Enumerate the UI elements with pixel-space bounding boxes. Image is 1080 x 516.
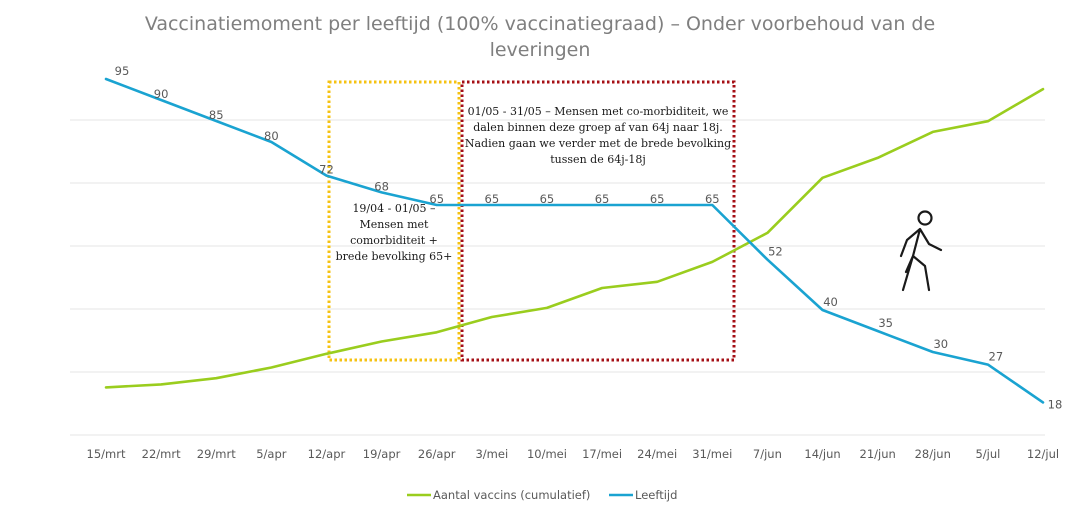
chart-title: Vaccinatiemoment per leeftijd (100% vacc… xyxy=(145,13,935,61)
series-lines xyxy=(104,77,1045,404)
x-tick-label: 29/mrt xyxy=(197,447,236,461)
annotation-text: brede bevolking 65+ xyxy=(336,250,453,263)
data-label: 65 xyxy=(540,192,555,206)
legend: Aantal vaccins (cumulatief) Leeftijd xyxy=(407,488,677,502)
data-label: 90 xyxy=(154,87,169,101)
x-tick-label: 26/apr xyxy=(418,447,456,461)
x-tick-label: 21/jun xyxy=(860,447,896,461)
chart-title-line-1: Vaccinatiemoment per leeftijd (100% vacc… xyxy=(145,13,935,35)
walking-person-icon xyxy=(899,210,943,292)
annotation-text: comorbiditeit + xyxy=(350,234,438,247)
data-label: 65 xyxy=(650,192,665,206)
x-tick-label: 15/mrt xyxy=(87,447,126,461)
data-label: 68 xyxy=(374,179,389,193)
annotation-text: Mensen met xyxy=(360,218,430,231)
data-label: 72 xyxy=(319,163,334,177)
x-tick-label: 12/jul xyxy=(1027,447,1059,461)
x-tick-label: 14/jun xyxy=(804,447,840,461)
data-label: 65 xyxy=(595,192,610,206)
x-tick-label: 19/apr xyxy=(363,447,401,461)
data-label: 27 xyxy=(989,350,1004,364)
data-label: 65 xyxy=(485,192,500,206)
data-label: 85 xyxy=(209,108,224,122)
x-tick-label: 5/jul xyxy=(975,447,1000,461)
data-label: 80 xyxy=(264,129,279,143)
annotation-boxes: 19/04 - 01/05 – Mensen met comorbiditeit +… xyxy=(327,80,736,362)
x-tick-label: 7/jun xyxy=(753,447,782,461)
data-label: 18 xyxy=(1048,397,1063,411)
series-line-vaccins xyxy=(104,87,1045,389)
chart-title-line-2: leveringen xyxy=(490,39,591,61)
annotation-text: Nadien gaan we verder met de brede bevol… xyxy=(465,137,731,150)
data-label: 65 xyxy=(705,192,720,206)
x-tick-label: 28/jun xyxy=(915,447,951,461)
x-tick-label: 22/mrt xyxy=(142,447,181,461)
x-tick-label: 5/apr xyxy=(256,447,287,461)
annotation-text: tussen de 64j-18j xyxy=(550,153,645,166)
data-label: 95 xyxy=(115,64,130,78)
data-label: 30 xyxy=(933,337,948,351)
x-tick-label: 17/mei xyxy=(582,447,622,461)
x-tick-label: 31/mei xyxy=(692,447,732,461)
data-label: 40 xyxy=(823,295,838,309)
x-tick-label: 10/mei xyxy=(527,447,567,461)
x-tick-label: 24/mei xyxy=(637,447,677,461)
x-axis-ticks: 15/mrt 22/mrt 29/mrt 5/apr 12/apr 19/apr 26/ap… xyxy=(87,447,1060,461)
gridlines xyxy=(70,119,1045,436)
x-tick-label: 3/mei xyxy=(475,447,508,461)
legend-label: Aantal vaccins (cumulatief) xyxy=(433,488,590,502)
annotation-box-period-2 xyxy=(460,80,736,362)
data-label: 65 xyxy=(429,192,444,206)
data-labels: 95 90 85 80 72 68 65 65 65 65 65 65 52 40 35 30 27 18 xyxy=(115,64,1063,411)
annotation-text: dalen binnen deze groep af van 64j naar … xyxy=(473,121,723,134)
legend-label: Leeftijd xyxy=(635,488,677,502)
series-line-leeftijd xyxy=(104,77,1045,404)
annotation-box-period-1 xyxy=(327,80,461,362)
data-label: 35 xyxy=(878,316,893,330)
data-label: 52 xyxy=(768,245,783,259)
annotation-text: 01/05 - 31/05 – Mensen met co-morbiditei… xyxy=(468,105,729,118)
annotation-text: 19/04 - 01/05 – xyxy=(352,202,436,215)
x-tick-label: 12/apr xyxy=(308,447,346,461)
